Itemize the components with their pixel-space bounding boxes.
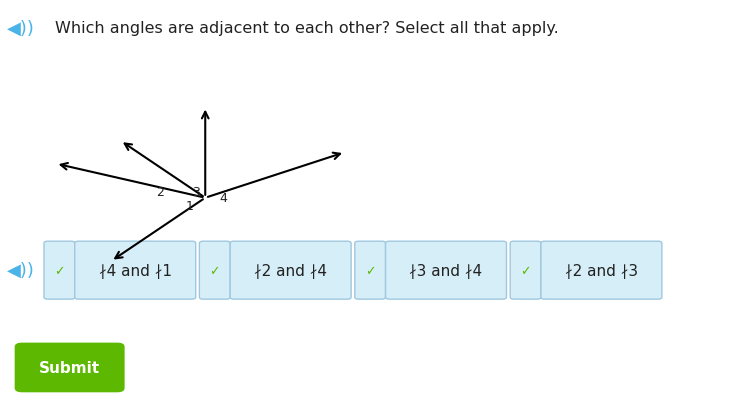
Text: Which angles are adjacent to each other? Select all that apply.: Which angles are adjacent to each other?… [55,21,559,36]
Text: ∤3 and ∤4: ∤3 and ∤4 [410,263,482,278]
Text: 1: 1 [185,200,193,213]
Text: ✓: ✓ [365,264,375,277]
FancyBboxPatch shape [230,242,351,299]
Text: 4: 4 [220,192,227,205]
FancyBboxPatch shape [510,242,541,299]
Text: ◀)): ◀)) [7,261,35,280]
Text: ∤2 and ∤3: ∤2 and ∤3 [565,263,638,278]
Text: ◀)): ◀)) [7,20,35,38]
FancyBboxPatch shape [541,242,662,299]
Text: ✓: ✓ [210,264,220,277]
FancyBboxPatch shape [44,242,75,299]
Text: ✓: ✓ [520,264,531,277]
Text: 2: 2 [156,185,163,199]
FancyBboxPatch shape [75,242,196,299]
Text: 3: 3 [193,185,200,199]
Text: ∤2 and ∤4: ∤2 and ∤4 [254,263,327,278]
Text: Submit: Submit [39,360,100,375]
FancyBboxPatch shape [15,343,125,392]
Text: ✓: ✓ [54,264,65,277]
Text: ∤4 and ∤1: ∤4 and ∤1 [99,263,172,278]
FancyBboxPatch shape [199,242,230,299]
FancyBboxPatch shape [355,242,386,299]
FancyBboxPatch shape [386,242,507,299]
